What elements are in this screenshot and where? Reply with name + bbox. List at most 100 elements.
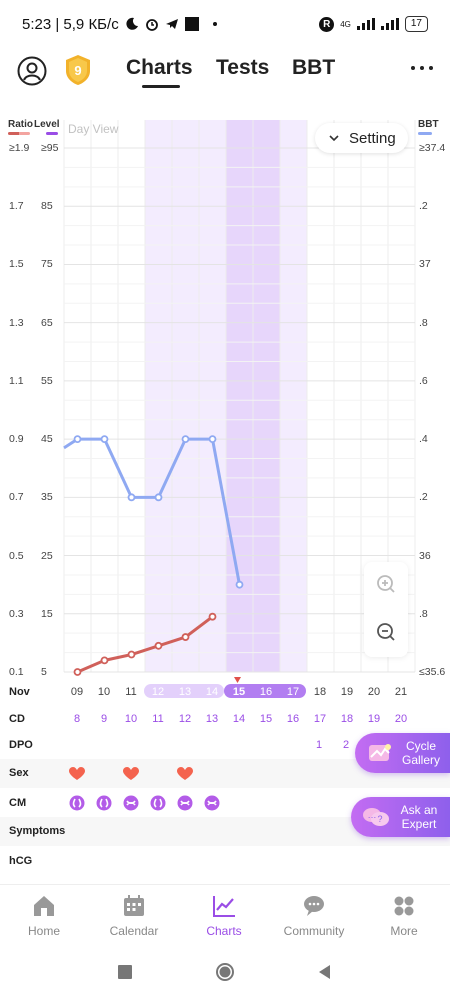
ratio-series-point <box>154 641 163 650</box>
badge-level: 9 <box>74 63 81 78</box>
nav-more[interactable]: More <box>364 893 444 938</box>
cycle-day: 11 <box>152 713 164 725</box>
recent-apps-icon[interactable] <box>115 962 135 982</box>
app-header: 9 Charts Tests BBT <box>0 48 450 98</box>
bbt-tick-label: .2 <box>419 200 428 213</box>
ratio-series-point <box>208 612 217 621</box>
level-badge-icon[interactable]: 9 <box>64 54 92 86</box>
alarm-icon <box>145 19 158 31</box>
nov-day[interactable]: 15 <box>232 686 246 698</box>
more-grid-icon <box>394 896 414 916</box>
nov-day[interactable]: 14 <box>205 686 219 698</box>
ratio-tick-label: 1.7 <box>9 200 24 213</box>
cervical-mucus-icon[interactable] <box>69 795 85 811</box>
zoom-in-icon[interactable] <box>376 574 396 594</box>
heart-icon[interactable] <box>69 767 85 781</box>
nav-calendar-label: Calendar <box>109 924 159 938</box>
nav-charts[interactable]: Charts <box>184 893 264 938</box>
cycle-day: 14 <box>232 713 246 725</box>
nov-day[interactable]: 19 <box>340 686 354 698</box>
tab-tests[interactable]: Tests <box>216 56 270 79</box>
tab-bbt[interactable]: BBT <box>292 56 336 79</box>
cervical-mucus-icon[interactable] <box>204 795 220 811</box>
ratio-axis-header: Ratio <box>8 119 33 135</box>
cycle-gallery-button[interactable]: Cycle Gallery <box>355 733 450 773</box>
more-options-icon[interactable] <box>408 58 436 78</box>
today-marker-icon <box>234 677 241 683</box>
nov-day[interactable]: 21 <box>394 686 408 698</box>
status-time: 5:23 | 5,9 КБ/с <box>22 15 119 33</box>
ratio-series-point <box>181 633 190 641</box>
home-button-icon[interactable] <box>215 962 235 982</box>
setting-button[interactable]: Setting <box>315 123 408 153</box>
cervical-mucus-icon[interactable] <box>150 795 166 811</box>
cycle-day: 18 <box>340 713 354 725</box>
ovulation-window-pill <box>224 684 306 698</box>
nov-day[interactable]: 11 <box>125 686 137 698</box>
r-icon: R <box>319 16 335 32</box>
level-series-point <box>73 435 82 444</box>
setting-label: Setting <box>349 129 396 147</box>
tab-charts[interactable]: Charts <box>126 56 193 79</box>
dpo-row-label: DPO <box>9 739 33 751</box>
nav-community[interactable]: Community <box>274 893 354 938</box>
bbt-axis-header: BBT <box>418 119 439 135</box>
chevron-down-icon <box>329 135 339 142</box>
bbt-tick-label: ≤35.6 <box>419 666 446 678</box>
nav-charts-label: Charts <box>206 924 242 938</box>
cycle-day: 9 <box>100 713 108 725</box>
calendar-icon <box>124 895 144 916</box>
cycle-chart: Ratio Level BBT ≥1.9 1.7 1.5 1.3 1.1 0.9 0.7 0.… <box>0 115 450 685</box>
cervical-mucus-icon[interactable] <box>177 795 193 811</box>
nav-community-label: Community <box>283 924 345 938</box>
active-tab-indicator <box>142 85 180 88</box>
heart-icon[interactable] <box>177 767 193 781</box>
nov-day[interactable]: 18 <box>313 686 327 698</box>
nov-day[interactable]: 20 <box>367 686 381 698</box>
nov-day[interactable]: 09 <box>70 686 84 698</box>
nov-day[interactable]: 13 <box>178 686 192 698</box>
chart-plot[interactable] <box>0 115 450 685</box>
cycle-day: 19 <box>367 713 381 725</box>
nav-home[interactable]: Home <box>4 893 84 938</box>
fertile-band <box>199 120 226 672</box>
level-tick-label: 5 <box>41 666 47 678</box>
nov-day[interactable]: 12 <box>151 686 165 698</box>
bbt-tick-label: .8 <box>419 607 428 620</box>
cycle-day: 13 <box>205 713 219 725</box>
back-icon[interactable] <box>315 962 335 982</box>
level-tick-label: 45 <box>41 433 53 446</box>
cycle-day: 17 <box>313 713 327 725</box>
cervical-mucus-icon[interactable] <box>123 795 139 811</box>
heart-icon[interactable] <box>123 767 139 781</box>
level-tick-label: 35 <box>41 491 53 504</box>
level-tick-label: 25 <box>41 549 53 562</box>
charts-icon <box>213 896 235 917</box>
nov-day[interactable]: 10 <box>97 686 111 698</box>
level-tick-label: ≥95 <box>41 142 59 154</box>
ask-expert-icon: …? <box>363 808 389 826</box>
zoom-out-icon[interactable] <box>376 622 396 642</box>
nav-calendar[interactable]: Calendar <box>94 893 174 938</box>
nov-day[interactable]: 16 <box>259 686 273 698</box>
level-tick-label: 65 <box>41 316 53 329</box>
cervical-mucus-icon[interactable] <box>96 795 112 811</box>
status-bar: 5:23 | 5,9 КБ/с R 4G 17 <box>0 0 450 48</box>
nav-more-label: More <box>390 924 418 938</box>
fertile-window-pill <box>144 684 224 698</box>
level-series-point <box>235 580 244 589</box>
nov-day[interactable]: 17 <box>286 686 300 698</box>
bbt-tick-label: .2 <box>419 491 428 504</box>
cm-row-label: CM <box>9 797 27 809</box>
nov-row-label: Nov <box>9 686 30 698</box>
cd-row-label: CD <box>9 713 25 725</box>
level-series-point <box>154 493 163 502</box>
ratio-tick-label: 1.3 <box>9 316 24 329</box>
ratio-header-label: Ratio <box>8 119 33 130</box>
notification-dot-icon <box>212 22 217 26</box>
profile-icon[interactable] <box>17 56 47 86</box>
ask-expert-button[interactable]: …? Ask an Expert <box>351 797 450 837</box>
network-type: 4G <box>340 19 351 29</box>
level-series-point <box>208 435 217 444</box>
ratio-tick-label: 0.1 <box>9 666 24 678</box>
